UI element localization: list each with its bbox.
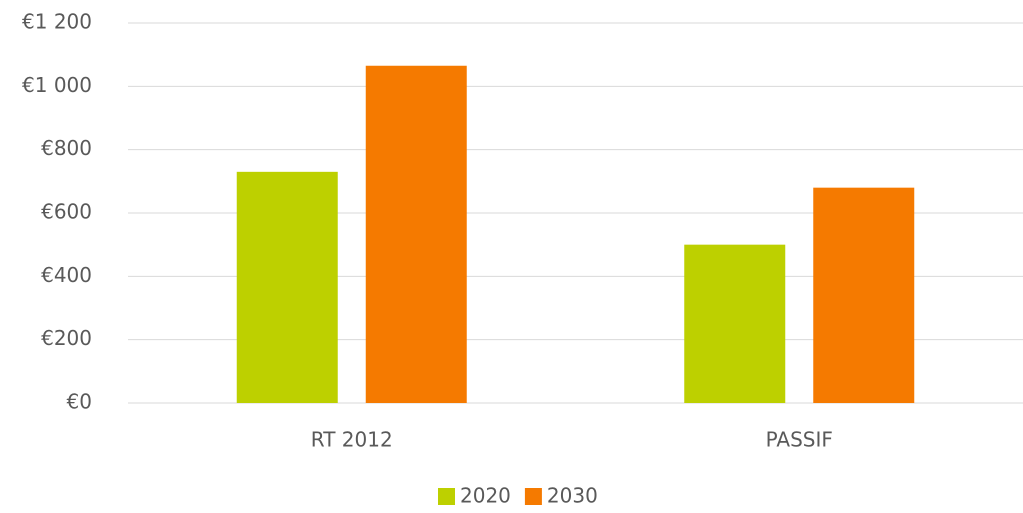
bar	[236, 171, 338, 403]
legend-swatch	[438, 488, 455, 505]
y-tick-label: €400	[41, 263, 92, 287]
y-tick-label: €0	[67, 390, 92, 414]
legend-label: 2020	[460, 484, 511, 508]
legend-swatch	[524, 488, 542, 505]
y-tick-label: €600	[41, 200, 92, 224]
bar	[365, 65, 467, 403]
x-tick-label: RT 2012	[311, 428, 393, 452]
y-tick-label: €800	[41, 136, 92, 160]
y-tick-label: €200	[41, 326, 92, 350]
y-tick-label: €1 200	[22, 10, 92, 34]
x-tick-label: PASSIF	[766, 428, 833, 452]
y-tick-label: €1 000	[22, 73, 92, 97]
legend-label: 2030	[547, 484, 598, 508]
bar	[684, 244, 786, 403]
bar	[813, 187, 915, 403]
